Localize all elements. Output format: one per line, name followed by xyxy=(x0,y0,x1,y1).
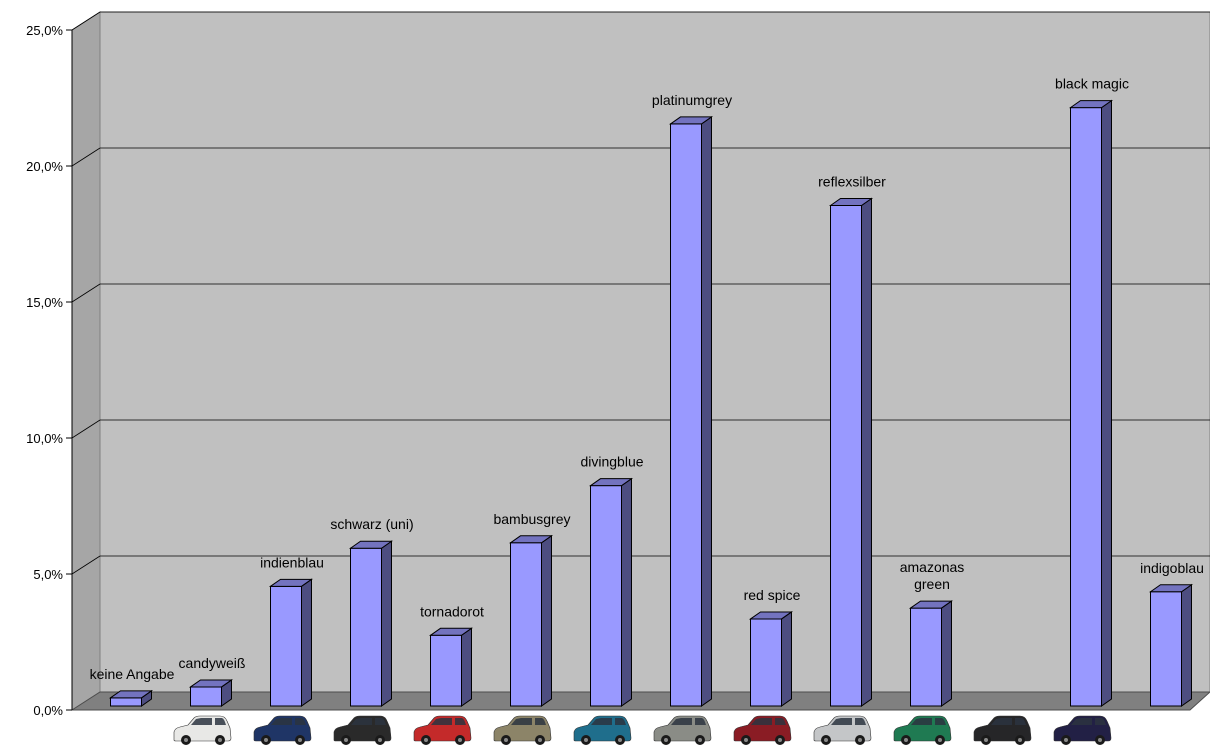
car-icon xyxy=(653,715,712,745)
car-color-icons xyxy=(173,715,1112,745)
y-tick-label: 15,0% xyxy=(26,295,63,310)
bar-front xyxy=(110,697,142,707)
car-icon xyxy=(733,715,792,745)
data-label: amazonas green xyxy=(900,559,965,592)
bar-front xyxy=(350,547,382,707)
data-label: indienblau xyxy=(260,554,324,570)
bar-top xyxy=(1068,100,1114,109)
car-icon xyxy=(173,715,232,745)
bar-side xyxy=(621,477,632,707)
data-label: platinumgrey xyxy=(652,92,732,108)
data-label: tornadorot xyxy=(420,603,484,619)
bar-top xyxy=(748,611,794,620)
data-label: candyweiß xyxy=(179,655,246,671)
car-icon xyxy=(1053,715,1112,745)
data-label: divingblue xyxy=(580,454,643,470)
bar-side xyxy=(1101,99,1112,707)
bar-front xyxy=(1070,107,1102,707)
bar-top xyxy=(1148,584,1194,593)
bar xyxy=(348,540,394,707)
data-label: bambusgrey xyxy=(493,511,570,527)
bar-front xyxy=(430,634,462,707)
data-label: red spice xyxy=(744,587,801,603)
bar-top xyxy=(668,116,714,125)
bar xyxy=(188,678,234,707)
bar xyxy=(508,534,554,707)
bar xyxy=(588,477,634,707)
bar-top xyxy=(908,600,954,609)
bar-front xyxy=(1150,591,1182,707)
bar-top xyxy=(268,578,314,587)
bar-side xyxy=(941,600,952,707)
data-label: keine Angabe xyxy=(90,666,175,682)
y-tick-label: 10,0% xyxy=(26,431,63,446)
floor xyxy=(70,691,1210,711)
bar-front xyxy=(510,542,542,707)
bar xyxy=(828,197,874,707)
car-icon xyxy=(893,715,952,745)
bar-top xyxy=(108,690,154,699)
bar-front xyxy=(750,618,782,707)
bar-front xyxy=(270,585,302,707)
gridline-side xyxy=(71,11,101,31)
y-tick-label: 0,0% xyxy=(33,703,63,718)
bar-top xyxy=(348,540,394,549)
data-label: indigoblau xyxy=(1140,560,1204,576)
bar-front xyxy=(830,205,862,707)
bar-side xyxy=(701,115,712,707)
gridline-side xyxy=(71,419,101,439)
car-icon xyxy=(253,715,312,745)
bar-side xyxy=(1181,583,1192,707)
y-axis: 0,0% 5,0% 10,0% 15,0% 20,0% 25,0% xyxy=(26,23,73,718)
bar xyxy=(1148,583,1194,707)
gridline-side xyxy=(71,283,101,303)
bar xyxy=(108,689,154,707)
y-tick-label: 5,0% xyxy=(33,567,63,582)
bar-front xyxy=(670,123,702,707)
car-icon xyxy=(573,715,632,745)
bar-top xyxy=(828,198,874,207)
y-tick-label: 25,0% xyxy=(26,23,63,38)
bar-side xyxy=(781,610,792,707)
bar xyxy=(748,610,794,707)
bar-side xyxy=(461,627,472,707)
bar xyxy=(428,627,474,707)
data-label: black magic xyxy=(1055,76,1129,92)
bar-top xyxy=(188,679,234,688)
bar-front xyxy=(190,686,222,707)
bars xyxy=(108,99,1194,707)
car-icon xyxy=(493,715,552,745)
bar xyxy=(268,578,314,707)
chart-walls xyxy=(70,11,1210,711)
side-wall xyxy=(71,11,101,711)
car-icon xyxy=(333,715,392,745)
bar-top xyxy=(588,478,634,487)
data-label: reflexsilber xyxy=(818,174,886,190)
car-icon xyxy=(813,715,872,745)
data-label: schwarz (uni) xyxy=(330,516,413,532)
car-icon xyxy=(413,715,472,745)
car-icon xyxy=(973,715,1032,745)
bar-side xyxy=(861,197,872,707)
bar-front xyxy=(590,485,622,707)
bar xyxy=(908,600,954,707)
bar-side xyxy=(541,534,552,707)
bar-side xyxy=(381,540,392,707)
bar-top xyxy=(508,535,554,544)
gridlines xyxy=(71,11,1210,575)
bar-side xyxy=(301,578,312,707)
bar-top xyxy=(428,627,474,636)
y-tick-label: 20,0% xyxy=(26,159,63,174)
bar xyxy=(1068,99,1114,707)
gridline-side xyxy=(71,147,101,167)
bar-front xyxy=(910,607,942,707)
gridline-side xyxy=(71,555,101,575)
back-wall xyxy=(99,11,1210,693)
bar xyxy=(668,115,714,707)
